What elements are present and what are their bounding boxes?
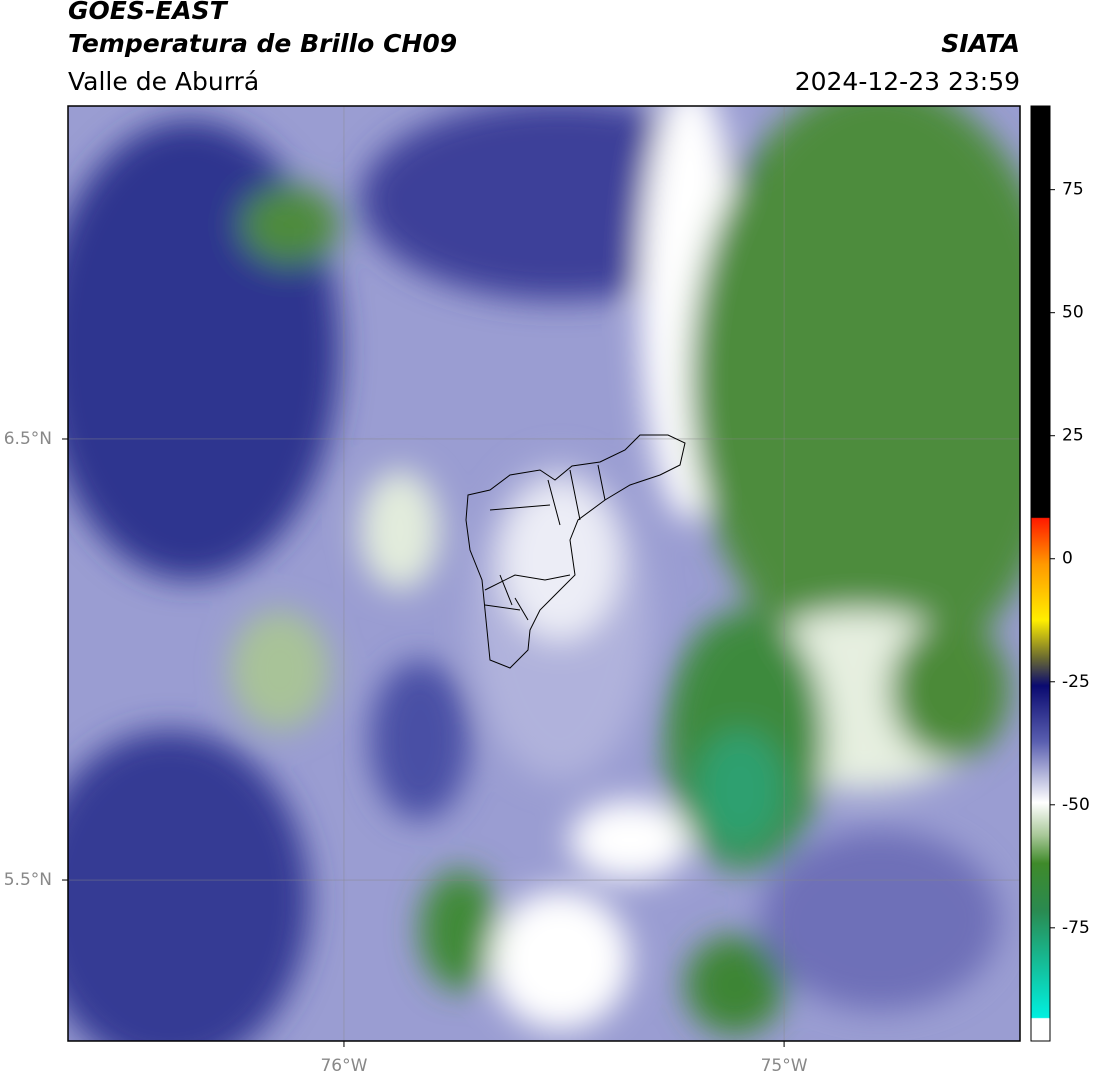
- lon-label: 76°W: [320, 1056, 367, 1076]
- colorbar-ticks: 75 50 25 0 -25 -50 -75: [1050, 180, 1090, 938]
- colorbar-tick-label: -25: [1062, 672, 1090, 692]
- colorbar-tick-label: 25: [1062, 426, 1084, 446]
- colorbar-tick-label: -50: [1062, 795, 1090, 815]
- lat-label: 5.5°N: [4, 870, 52, 890]
- valley-outline: [465, 434, 686, 669]
- colorbar-tick-label: -75: [1062, 918, 1090, 938]
- colorbar-tick-label: 75: [1062, 180, 1084, 200]
- colorbar-tick-label: 50: [1062, 303, 1084, 323]
- region: Valle de Aburrá: [68, 67, 259, 96]
- subtitle: Temperatura de Brillo CH09: [68, 29, 457, 58]
- grid: 76°W 75°W 6.5°N 5.5°N: [4, 106, 1020, 1076]
- title: GOES-EAST: [68, 0, 229, 25]
- lat-label: 6.5°N: [4, 429, 52, 449]
- lon-label: 75°W: [761, 1056, 808, 1076]
- map-field: [68, 106, 1020, 1041]
- map-frame: [67, 105, 1021, 1042]
- datetime: 2024-12-23 23:59: [795, 67, 1020, 96]
- colorbar: [1030, 105, 1051, 1042]
- source: SIATA: [941, 29, 1020, 58]
- colorbar-tick-label: 0: [1062, 549, 1073, 569]
